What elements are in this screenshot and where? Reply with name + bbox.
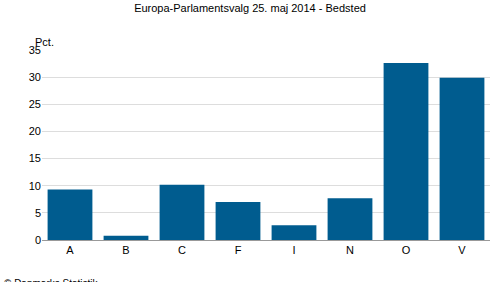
svg-text:5: 5 [35,207,41,219]
svg-text:30: 30 [29,71,41,83]
svg-text:N: N [346,244,354,256]
svg-text:Pct.: Pct. [35,36,54,48]
svg-text:© Danmarks Statistik: © Danmarks Statistik [4,278,99,282]
svg-text:Europa-Parlamentsvalg 25. maj: Europa-Parlamentsvalg 25. maj 2014 - Bed… [134,2,366,14]
svg-text:35: 35 [29,44,41,56]
svg-text:F: F [235,244,242,256]
svg-text:A: A [66,244,74,256]
svg-text:15: 15 [29,152,41,164]
svg-text:10: 10 [29,180,41,192]
svg-text:C: C [178,244,186,256]
svg-text:V: V [458,244,466,256]
svg-text:O: O [402,244,411,256]
svg-text:I: I [292,244,295,256]
svg-text:25: 25 [29,98,41,110]
svg-text:20: 20 [29,125,41,137]
svg-text:0: 0 [35,234,41,246]
svg-text:B: B [122,244,129,256]
